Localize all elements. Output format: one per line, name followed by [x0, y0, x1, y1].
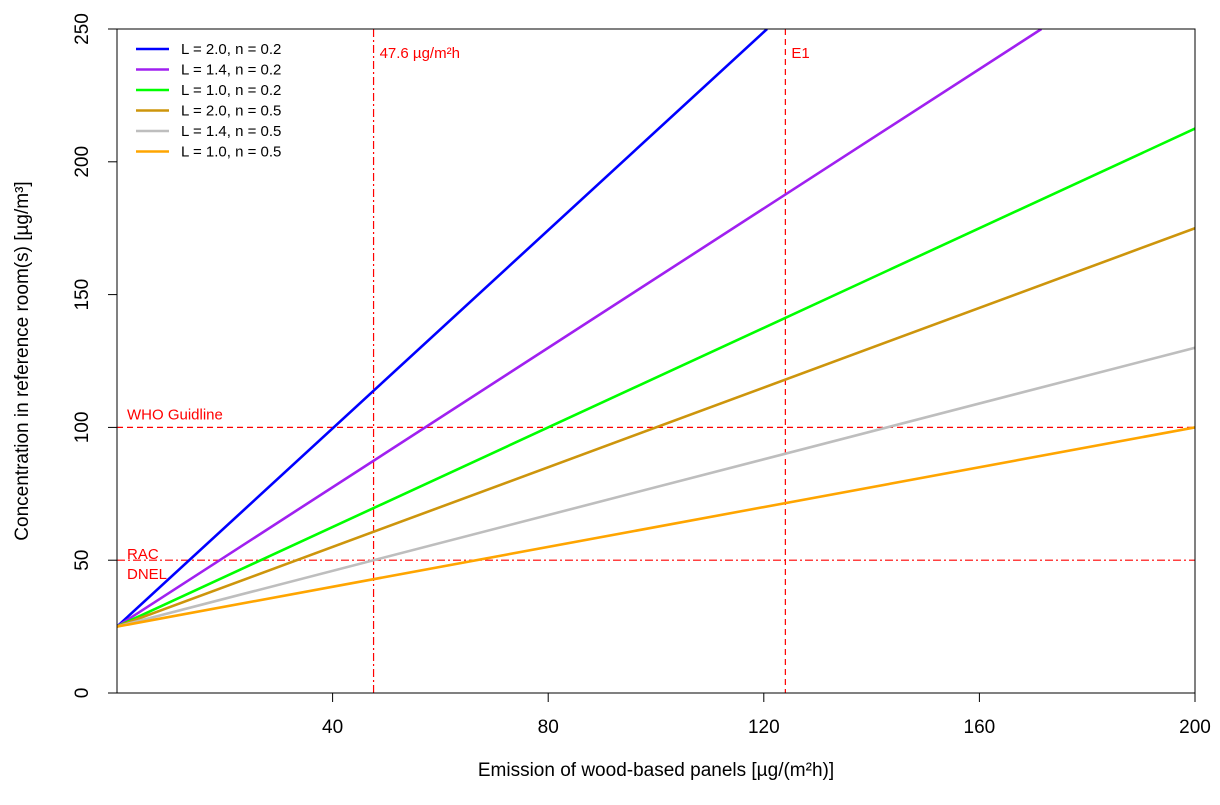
y-axis-title: Concentration in reference room(s) [µg/m… — [12, 181, 33, 540]
x-tick-label: 120 — [748, 717, 780, 738]
series-lines — [117, 29, 1195, 628]
x-tick-label: 40 — [322, 717, 343, 738]
x-axis-title: Emission of wood-based panels [µg/(m²h)] — [478, 760, 834, 781]
y-tick-label: 50 — [72, 550, 93, 571]
reference-label-e1: E1 — [791, 45, 809, 62]
y-tick-label: 200 — [72, 146, 93, 178]
reference-label-who-guidline: WHO Guidline — [127, 406, 223, 423]
x-tick-label: 200 — [1179, 717, 1211, 738]
series-line-l-2-0-n-0-5 — [117, 226, 1195, 628]
legend-label-l-1-0-n-0-5: L = 1.0, n = 0.5 — [181, 144, 281, 161]
series-line-l-1-0-n-0-5 — [117, 426, 1195, 628]
y-tick-label: 150 — [72, 279, 93, 311]
y-tick-label: 0 — [72, 688, 93, 699]
reference-label-47-6-g-m-h: 47.6 µg/m²h — [380, 45, 460, 62]
y-tick-label: 250 — [72, 13, 93, 45]
y-tick-label: 100 — [72, 412, 93, 444]
series-line-l-1-4-n-0-5 — [117, 346, 1195, 628]
x-tick-label: 80 — [538, 717, 559, 738]
series-line-l-1-0-n-0-2 — [117, 127, 1195, 628]
legend-label-l-2-0-n-0-5: L = 2.0, n = 0.5 — [181, 103, 281, 120]
legend-label-l-2-0-n-0-2: L = 2.0, n = 0.2 — [181, 41, 281, 58]
reference-label-rac-dnel: RAC DNEL — [127, 546, 167, 583]
legend-label-l-1-4-n-0-5: L = 1.4, n = 0.5 — [181, 123, 281, 140]
legend-label-l-1-4-n-0-2: L = 1.4, n = 0.2 — [181, 62, 281, 79]
x-tick-label: 160 — [964, 717, 996, 738]
legend-label-l-1-0-n-0-2: L = 1.0, n = 0.2 — [181, 82, 281, 99]
y-axis: 0 50 100 150 200 250 — [72, 13, 117, 698]
x-axis: 40 80 120 160 200 — [322, 693, 1211, 738]
series-line-l-1-4-n-0-2 — [117, 29, 1043, 628]
legend: L = 2.0, n = 0.2 L = 1.4, n = 0.2 L = 1.0,… — [136, 41, 281, 161]
series-line-l-2-0-n-0-2 — [117, 29, 768, 628]
plot-frame — [116, 28, 1196, 694]
